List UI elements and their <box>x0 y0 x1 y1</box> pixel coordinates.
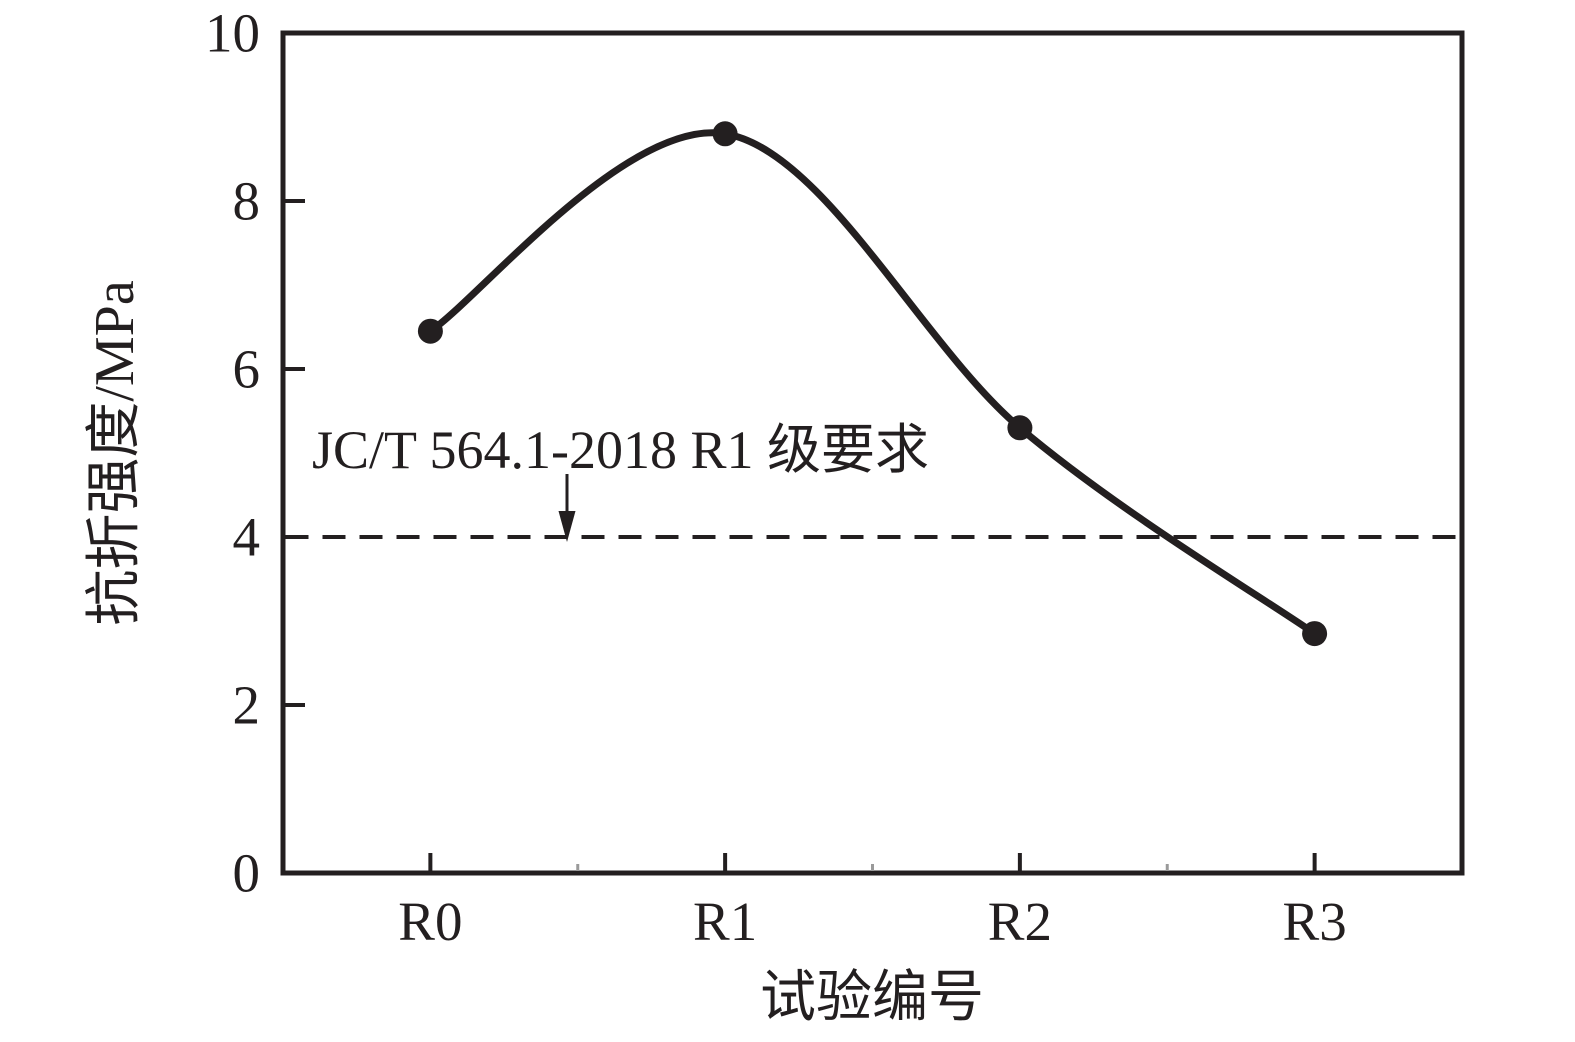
y-tick-label-0: 0 <box>233 843 261 904</box>
data-point-R0 <box>417 318 443 344</box>
data-point-R3 <box>1302 621 1328 647</box>
x-tick-label-R0: R0 <box>398 891 462 952</box>
x-axis-title: 试验编号 <box>760 967 984 1029</box>
plot-border <box>280 30 1465 876</box>
y-tick-label-2: 2 <box>233 675 261 736</box>
data-point-R2 <box>1007 415 1033 441</box>
y-tick-label-6: 6 <box>233 339 261 400</box>
annotation-arrow-head <box>558 511 576 542</box>
x-tick-label-R1: R1 <box>693 891 757 952</box>
data-point-R1 <box>712 121 738 147</box>
y-axis-title: 抗折强度/MPa <box>84 280 146 625</box>
x-tick-label-R2: R2 <box>988 891 1052 952</box>
y-tick-label-8: 8 <box>233 171 261 232</box>
y-tick-label-4: 4 <box>233 507 261 568</box>
threshold-annotation: JC/T 564.1-2018 R1 级要求 <box>312 420 929 480</box>
data-curve-抗折强度 <box>426 129 1319 638</box>
y-tick-label-10: 10 <box>205 3 260 64</box>
x-tick-label-R3: R3 <box>1283 891 1347 952</box>
